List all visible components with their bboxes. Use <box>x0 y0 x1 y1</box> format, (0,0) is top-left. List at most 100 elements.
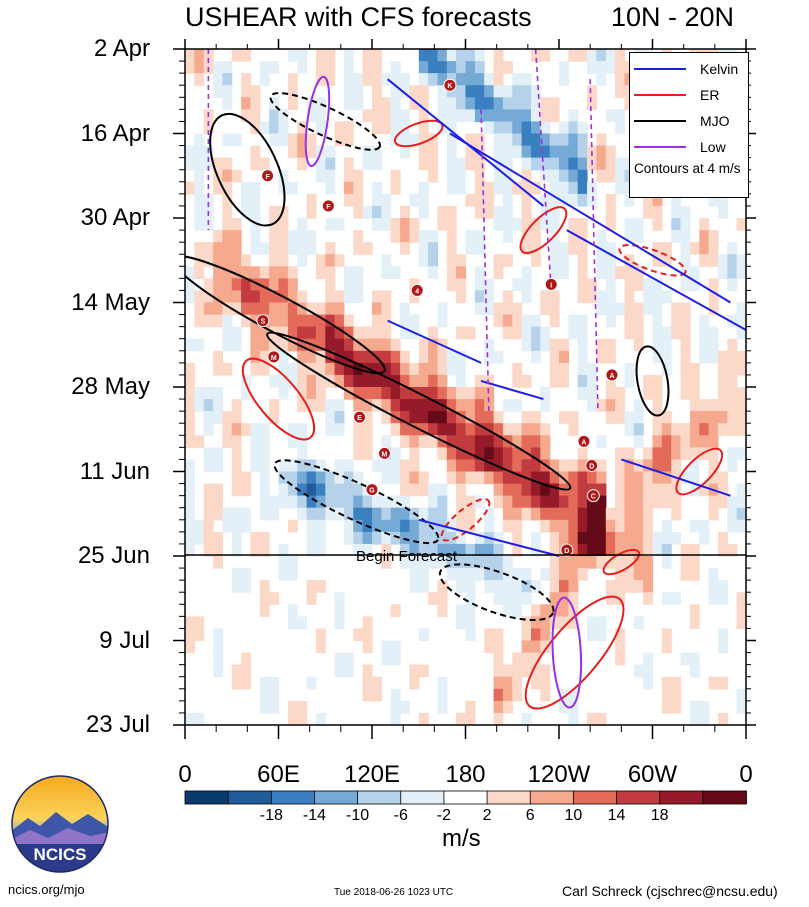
heat-cell <box>643 278 654 292</box>
heat-cell <box>699 314 710 328</box>
site-link[interactable]: ncics.org/mjo <box>8 882 85 897</box>
heat-cell <box>353 242 364 255</box>
heat-cell <box>559 157 569 171</box>
heat-cell <box>531 145 541 159</box>
heat-cell <box>689 616 700 630</box>
heat-cell <box>577 543 588 557</box>
heat-cell <box>222 338 233 352</box>
heat-cell <box>689 278 700 292</box>
heat-cell <box>736 616 746 630</box>
heat-cell <box>325 495 336 509</box>
heat-cell <box>615 181 626 195</box>
heat-cell <box>418 157 429 171</box>
heat-cell <box>241 483 251 497</box>
heat-cell <box>287 374 298 388</box>
heat-cell <box>680 326 691 340</box>
heat-cell <box>315 97 326 110</box>
heat-cell <box>325 290 336 304</box>
heat-cell <box>493 61 504 74</box>
heat-cell <box>250 314 261 328</box>
heat-cell <box>465 109 476 123</box>
heat-cell <box>624 519 635 533</box>
heat-cell <box>521 278 532 292</box>
heat-cell <box>390 169 401 183</box>
heat-cell <box>325 350 336 364</box>
heat-cell <box>671 531 682 545</box>
heat-cell <box>390 230 401 243</box>
heat-cell <box>736 326 746 340</box>
heat-cell <box>259 435 270 448</box>
heat-cell <box>287 616 298 630</box>
heat-cell <box>343 61 354 74</box>
heat-cell <box>343 97 354 110</box>
heat-cell <box>428 133 439 147</box>
heat-cell <box>549 254 560 267</box>
heat-cell <box>278 350 289 364</box>
heat-cell <box>465 230 476 243</box>
heat-cell <box>203 49 214 62</box>
heat-cell <box>241 205 251 219</box>
heat-cell <box>605 543 616 557</box>
heat-cell <box>185 531 195 545</box>
heat-cell <box>493 628 504 642</box>
heat-cell <box>521 205 532 219</box>
heat-cell <box>596 543 607 557</box>
heat-cell <box>241 580 251 593</box>
heat-cell <box>334 121 345 135</box>
heat-cell <box>456 326 467 340</box>
heat-cell <box>343 459 354 473</box>
heat-cell <box>615 399 626 412</box>
heat-cell <box>194 712 205 725</box>
heat-cell <box>577 49 588 62</box>
heat-cell <box>381 519 392 533</box>
heat-cell <box>540 387 551 400</box>
heat-cell <box>559 121 569 135</box>
heat-cell <box>334 592 345 605</box>
colorbar-tick-label: 2 <box>482 807 492 824</box>
heat-cell <box>484 85 495 98</box>
heat-cell <box>559 531 569 545</box>
heat-cell <box>372 531 382 545</box>
storm-marker: D <box>560 543 574 557</box>
heat-cell <box>241 85 251 98</box>
heat-cell <box>699 700 710 714</box>
heat-cell <box>362 338 373 352</box>
heat-cell <box>624 254 635 267</box>
heat-cell <box>502 483 513 497</box>
heat-cell <box>717 362 728 376</box>
heat-cell <box>334 362 345 376</box>
logo-emblem-icon: NCICS <box>11 775 109 873</box>
heat-cell <box>418 568 429 581</box>
ncics-logo[interactable]: NCICS <box>10 774 110 874</box>
y-tick-label: 25 Jun <box>77 542 150 569</box>
heat-cell <box>185 483 195 497</box>
heat-cell <box>680 652 691 666</box>
heat-cell <box>633 230 644 243</box>
heat-cell <box>194 628 205 642</box>
heat-cell <box>409 85 420 98</box>
heat-cell <box>577 157 588 171</box>
heat-cell <box>185 145 195 159</box>
heat-cell <box>315 302 326 316</box>
heat-cell <box>231 302 242 316</box>
mjo-contour <box>273 459 440 545</box>
heat-cell <box>446 49 457 62</box>
heat-cell <box>484 97 495 110</box>
heat-cell <box>446 543 457 557</box>
heat-cell <box>278 169 289 183</box>
heat-cell <box>241 314 251 328</box>
heat-cell <box>269 266 280 279</box>
heat-cell <box>213 387 223 400</box>
heat-cell <box>437 676 448 690</box>
heat-cell <box>689 435 700 448</box>
heat-cell <box>428 169 439 183</box>
heat-cell <box>222 169 233 183</box>
heat-cell <box>549 290 560 304</box>
heat-cell <box>531 326 541 340</box>
heat-cell <box>587 519 597 533</box>
heat-cell <box>708 242 719 255</box>
heat-cell <box>213 531 223 545</box>
colorbar-swatch <box>270 790 316 805</box>
heat-cell <box>287 604 298 617</box>
heat-cell <box>727 374 738 388</box>
